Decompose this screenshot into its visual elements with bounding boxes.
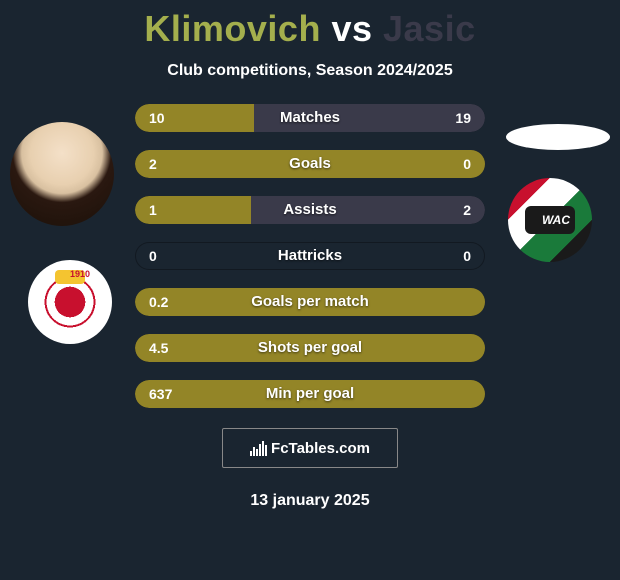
stat-label: Shots per goal <box>135 334 485 362</box>
stat-row: 0.2Goals per match <box>135 288 485 316</box>
stat-row: 1019Matches <box>135 104 485 132</box>
stat-label: Min per goal <box>135 380 485 408</box>
stat-label: Assists <box>135 196 485 224</box>
comparison-title: Klimovich vs Jasic <box>0 0 620 50</box>
stat-label: Matches <box>135 104 485 132</box>
player2-name: Jasic <box>383 8 476 49</box>
vs-text: vs <box>331 8 372 49</box>
fctables-logo-icon <box>250 440 267 456</box>
player2-club-initials: WAC <box>542 213 570 227</box>
date-text: 13 january 2025 <box>0 492 620 510</box>
player1-photo <box>10 122 114 226</box>
fctables-watermark: FcTables.com <box>222 428 398 468</box>
subtitle: Club competitions, Season 2024/2025 <box>0 62 620 80</box>
player1-club-year: 1910 <box>70 269 90 279</box>
stat-row: 12Assists <box>135 196 485 224</box>
stat-label: Goals per match <box>135 288 485 316</box>
player1-name: Klimovich <box>144 8 321 49</box>
stat-rows: 1019Matches 20Goals 12Assists 00Hattricks 0.… <box>135 104 485 408</box>
stat-label: Goals <box>135 150 485 178</box>
stat-row: 637Min per goal <box>135 380 485 408</box>
stat-label: Hattricks <box>135 242 485 270</box>
player2-photo <box>506 124 610 150</box>
stat-row: 20Goals <box>135 150 485 178</box>
stat-row: 4.5Shots per goal <box>135 334 485 362</box>
stat-row: 00Hattricks <box>135 242 485 270</box>
fctables-text: FcTables.com <box>271 440 370 457</box>
